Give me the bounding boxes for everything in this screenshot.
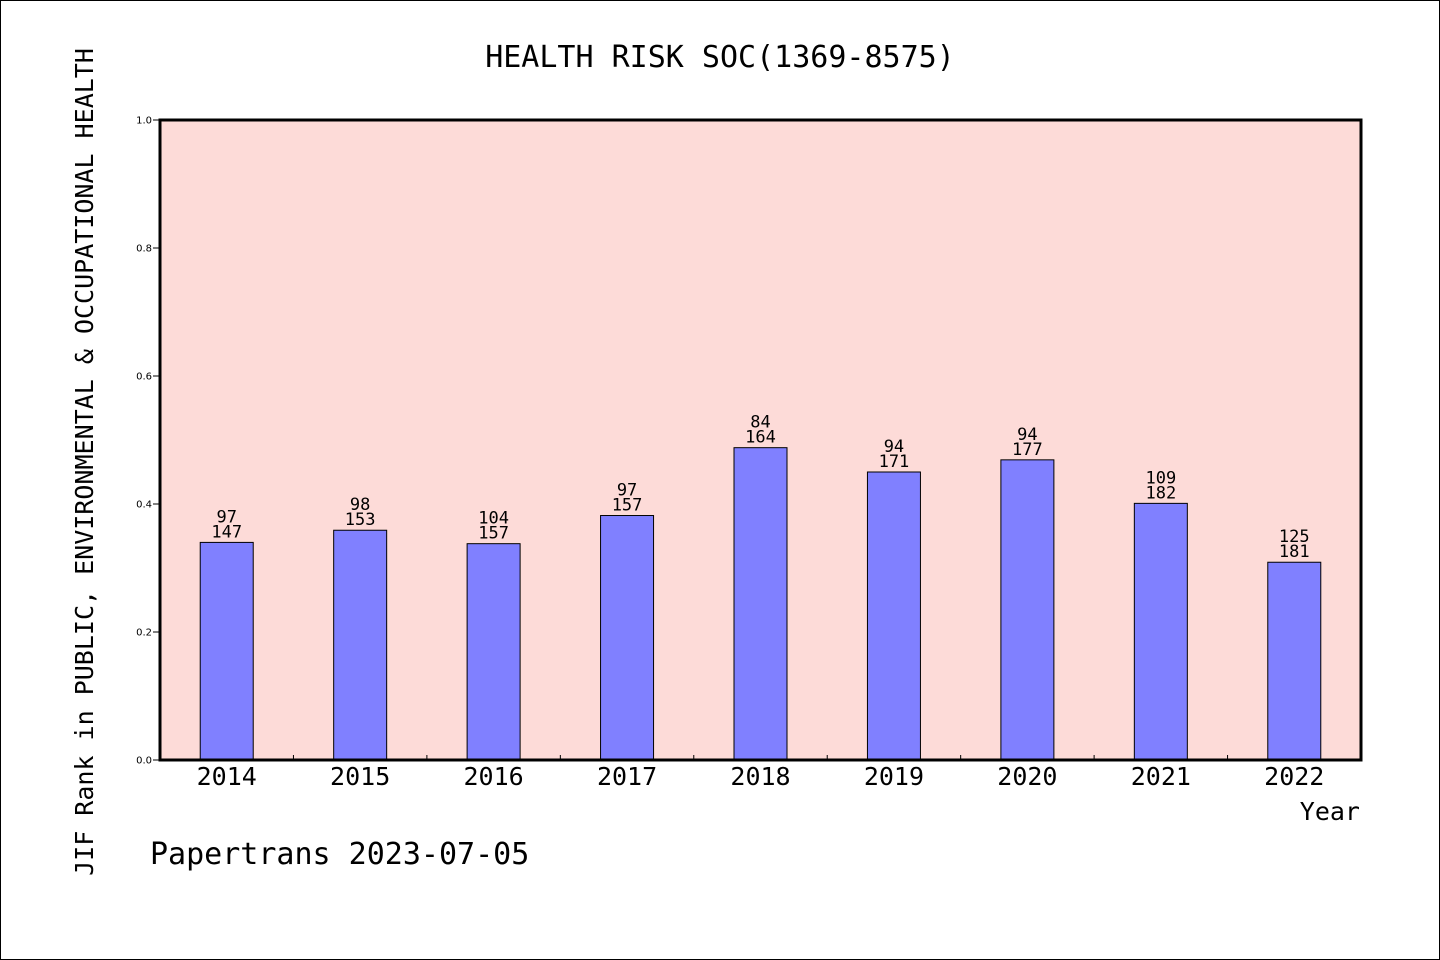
y-axis: 0.0 0.2 0.4 0.6 0.8 1.0 (136, 116, 160, 767)
y-tick-label: 0.0 (136, 756, 152, 767)
bar-rank-label: 97 (216, 507, 236, 527)
bar-rank-label: 109 (1145, 468, 1176, 488)
x-tick-label: 2014 (197, 762, 257, 791)
bar-rank-label: 97 (617, 481, 637, 501)
bar-total-label: 181 (1279, 542, 1310, 562)
bar (866, 471, 921, 761)
y-tick-label: 1.0 (136, 116, 152, 127)
bar (733, 447, 788, 761)
bar-total-label: 157 (478, 524, 509, 544)
y-tick-label: 0.2 (136, 628, 152, 639)
x-tick-label: 2022 (1264, 762, 1324, 791)
bar-rank-label: 94 (884, 437, 904, 457)
bar-total-label: 147 (211, 522, 242, 542)
bar-total-label: 177 (1012, 440, 1043, 460)
plot-border (158, 118, 1363, 762)
y-tick-label: 0.6 (136, 372, 152, 383)
bar (1267, 561, 1322, 761)
bar-rank-label: 125 (1279, 527, 1310, 547)
bar (199, 541, 254, 761)
bar-rank-label: 84 (750, 413, 770, 433)
bar (1133, 502, 1188, 761)
x-axis: 2014 2015 2016 2017 2018 2019 2020 2021 2022 (197, 755, 1324, 791)
bar-total-label: 164 (745, 428, 776, 448)
bar-total-label: 157 (612, 496, 643, 516)
y-tick-label: 0.8 (136, 244, 152, 255)
x-tick-label: 2021 (1131, 762, 1191, 791)
bar-total-label: 171 (879, 452, 910, 472)
x-tick-label: 2018 (730, 762, 790, 791)
x-tick-label: 2019 (864, 762, 924, 791)
footer-text: Papertrans 2023-07-05 (150, 837, 529, 872)
x-tick-label: 2017 (597, 762, 657, 791)
x-tick-label: 2015 (330, 762, 390, 791)
bar (1000, 459, 1055, 761)
bar (333, 529, 388, 761)
y-tick-label: 0.4 (136, 500, 152, 511)
x-axis-label: Year (1300, 797, 1360, 826)
bar-rank-label: 104 (478, 509, 509, 529)
bar-rank-label: 94 (1017, 425, 1037, 445)
x-tick-label: 2016 (464, 762, 524, 791)
chart-title: HEALTH RISK SOC(1369-8575) (485, 40, 955, 75)
x-tick-label: 2020 (997, 762, 1057, 791)
bar-total-label: 182 (1145, 483, 1176, 503)
bar-total-label: 153 (345, 510, 376, 530)
bar-rank-label: 98 (350, 495, 370, 515)
y-axis-label: JIF Rank in PUBLIC, ENVIRONMENTAL & OCCU… (70, 48, 99, 876)
bar (600, 515, 655, 761)
bar (466, 543, 521, 761)
